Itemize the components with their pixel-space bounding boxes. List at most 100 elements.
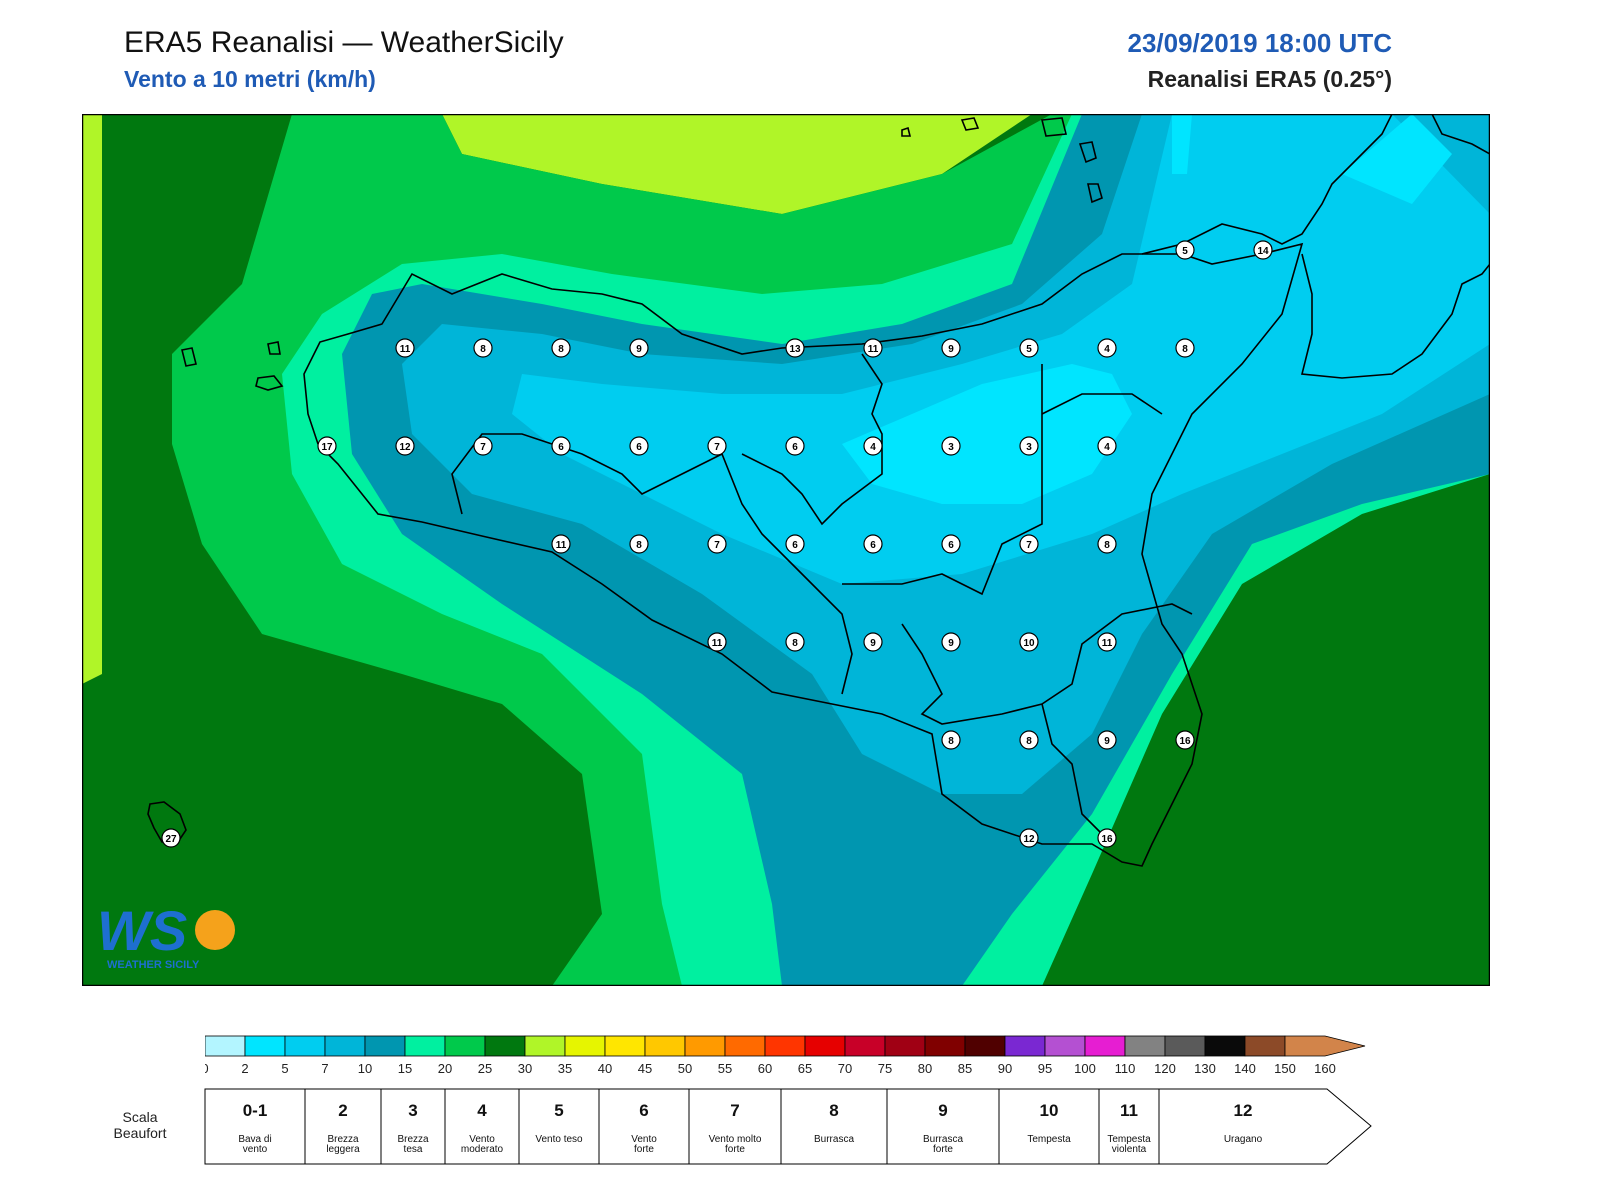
- colorbar-swatch: [964, 1035, 1006, 1057]
- colorbar-swatch: [884, 1035, 926, 1057]
- beaufort-cell: [444, 1088, 520, 1165]
- station-value: 5: [1182, 246, 1188, 257]
- station-marker: 11: [707, 632, 727, 652]
- wind-map: 5 14 11 8 8 9 13 11 9 5 4 8 17 12 7 6 6 7 6 4 3 3 4 11 8 7 6 6 6 7 8 11…: [82, 114, 1490, 986]
- map-resolution: Reanalisi ERA5 (0.25°): [1147, 66, 1392, 92]
- station-value: 11: [1102, 638, 1113, 649]
- beaufort-number: 3: [408, 1101, 417, 1120]
- beaufort-desc-2: forte: [634, 1144, 654, 1155]
- station-circle: [1019, 730, 1039, 750]
- station-marker: 8: [1097, 534, 1117, 554]
- colorbar-tick-label: 55: [718, 1061, 732, 1075]
- station-value: 10: [1023, 638, 1035, 649]
- station-marker: 9: [941, 632, 961, 652]
- beaufort-desc-1: Uragano: [1224, 1134, 1263, 1145]
- colorbar-swatch: [724, 1035, 766, 1057]
- station-marker: 12: [1019, 828, 1039, 848]
- station-marker: 16: [1097, 828, 1117, 848]
- station-marker: 8: [473, 338, 493, 358]
- station-circle: [395, 338, 415, 358]
- field-2-5: [842, 114, 1452, 504]
- colorbar-swatch: [205, 1035, 246, 1057]
- station-circle: [1097, 534, 1117, 554]
- station-circle: [863, 436, 883, 456]
- station-value: 8: [480, 344, 486, 355]
- beaufort-desc-2: forte: [725, 1144, 745, 1155]
- station-marker: 17: [317, 436, 337, 456]
- station-circle: [941, 338, 961, 358]
- station-value: 8: [792, 638, 798, 649]
- station-value: 11: [556, 540, 567, 551]
- station-circle: [1175, 338, 1195, 358]
- beaufort-desc-1: Burrasca: [814, 1134, 854, 1145]
- station-value: 8: [558, 344, 564, 355]
- colorbar-tick-label: 7: [321, 1061, 328, 1075]
- beaufort-cell: [598, 1088, 690, 1165]
- station-value: 6: [948, 540, 954, 551]
- station-value: 17: [321, 442, 333, 453]
- station-value: 9: [948, 638, 954, 649]
- colorbar: 0257101520253035404550556065707580859095…: [205, 1035, 1366, 1075]
- map-subtitle: Vento a 10 metri (km/h): [124, 66, 376, 92]
- station-circle: [863, 534, 883, 554]
- colorbar-swatch: [1004, 1035, 1046, 1057]
- field-5-7: [512, 114, 1490, 584]
- station-value: 3: [948, 442, 954, 453]
- colorbar-tick-label: 85: [958, 1061, 972, 1075]
- colorbar-swatch: [324, 1035, 366, 1057]
- station-marker: 3: [1019, 436, 1039, 456]
- beaufort-desc-1: Vento: [631, 1134, 657, 1145]
- station-circle: [317, 436, 337, 456]
- colorbar-swatch: [804, 1035, 846, 1057]
- station-marker: 8: [785, 632, 805, 652]
- station-marker: 3: [941, 436, 961, 456]
- colorbar-tick-label: 100: [1074, 1061, 1096, 1075]
- station-circle: [1175, 240, 1195, 260]
- station-marker: 11: [395, 338, 415, 358]
- beaufort-desc-1: Bava di: [238, 1134, 271, 1145]
- colorbar-tick-label: 75: [878, 1061, 892, 1075]
- station-marker: 12: [395, 436, 415, 456]
- colorbar-tick-label: 15: [398, 1061, 412, 1075]
- station-value: 13: [789, 344, 801, 355]
- station-circle: [707, 534, 727, 554]
- station-circle: [1253, 240, 1273, 260]
- beaufort-number: 10: [1040, 1101, 1059, 1120]
- beaufort-number: 11: [1120, 1101, 1138, 1120]
- station-value: 27: [165, 834, 177, 845]
- station-circle: [941, 632, 961, 652]
- colorbar-tick-label: 60: [758, 1061, 772, 1075]
- colorbar-tick-label: 160: [1314, 1061, 1336, 1075]
- beaufort-desc-2: forte: [933, 1144, 953, 1155]
- station-marker: 5: [1019, 338, 1039, 358]
- station-value: 11: [712, 638, 723, 649]
- beaufort-number: 2: [338, 1101, 347, 1120]
- station-circle: [1019, 632, 1039, 652]
- beaufort-desc-1: Burrasca: [923, 1134, 963, 1145]
- station-circle: [1019, 828, 1039, 848]
- beaufort-cell: [518, 1088, 600, 1165]
- station-circle: [785, 534, 805, 554]
- station-marker: 11: [863, 338, 883, 358]
- colorbar-tick-label: 40: [598, 1061, 612, 1075]
- colorbar-swatch: [1124, 1035, 1166, 1057]
- colorbar-tick-label: 30: [518, 1061, 532, 1075]
- map-title: ERA5 Reanalisi — WeatherSicily: [124, 26, 564, 59]
- station-circle: [1019, 534, 1039, 554]
- colorbar-tick-label: 10: [358, 1061, 372, 1075]
- station-value: 4: [870, 442, 876, 453]
- station-marker: 4: [1097, 436, 1117, 456]
- station-marker: 8: [941, 730, 961, 750]
- station-marker: 11: [551, 534, 571, 554]
- beaufort-number: 12: [1234, 1101, 1253, 1120]
- station-circle: [473, 338, 493, 358]
- station-marker: 7: [473, 436, 493, 456]
- station-value: 6: [636, 442, 642, 453]
- beaufort-desc-1: Vento teso: [535, 1134, 583, 1145]
- beaufort-desc-1: Brezza: [397, 1134, 429, 1145]
- colorbar-tick-label: 80: [918, 1061, 932, 1075]
- station-value: 6: [870, 540, 876, 551]
- colorbar-swatches: [205, 1035, 1366, 1057]
